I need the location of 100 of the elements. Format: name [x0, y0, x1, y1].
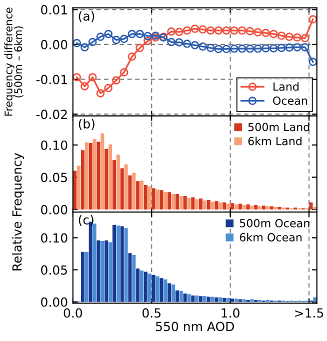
- bar: [222, 298, 226, 302]
- point: [293, 43, 302, 52]
- bar: [183, 294, 187, 302]
- point: [174, 38, 184, 47]
- point: [182, 26, 192, 35]
- bar: [226, 298, 230, 302]
- bar: [214, 297, 218, 302]
- bar: [187, 294, 191, 302]
- bar: [120, 168, 124, 210]
- point: [88, 73, 97, 82]
- bar: [179, 290, 183, 302]
- bar: [218, 202, 222, 210]
- bar: [214, 201, 218, 210]
- point: [230, 44, 238, 53]
- point: [174, 28, 184, 36]
- y-tick-label: 0.00: [41, 297, 68, 307]
- bar: [195, 199, 199, 210]
- bar: [195, 295, 199, 302]
- y-tick-label: 0.00: [41, 40, 68, 50]
- bar: [238, 299, 242, 302]
- bar: [168, 283, 172, 302]
- bar: [309, 202, 313, 210]
- bar: [164, 279, 168, 302]
- point: [254, 44, 262, 53]
- bar: [234, 204, 238, 210]
- bar: [242, 299, 246, 302]
- bar: [128, 175, 132, 210]
- bar: [140, 180, 144, 210]
- bar: [104, 240, 108, 302]
- bar: [124, 228, 128, 302]
- y-tick-label: 0.05: [41, 172, 67, 182]
- annotation: (a): [78, 11, 94, 22]
- annotation: (b): [78, 118, 94, 130]
- point: [308, 58, 317, 66]
- legend-label: Land: [274, 82, 299, 91]
- point: [214, 26, 223, 35]
- bar: [226, 204, 230, 210]
- bar: [116, 154, 120, 210]
- x-tick-label: 0.0: [64, 308, 82, 318]
- point: [136, 44, 144, 52]
- point: [144, 36, 152, 46]
- bar: [156, 276, 160, 302]
- bar: [96, 240, 100, 302]
- bar: [206, 296, 210, 302]
- legend-label: 6km Land: [248, 136, 302, 146]
- bar: [183, 196, 187, 210]
- bar: [270, 206, 274, 210]
- point: [293, 33, 302, 42]
- bar: [96, 142, 100, 210]
- point: [222, 44, 231, 54]
- point: [269, 44, 278, 52]
- point: [238, 44, 246, 53]
- bar: [80, 252, 85, 302]
- bar: [199, 198, 203, 210]
- y-axis-title: Frequency difference (500m – 6km): [4, 8, 24, 116]
- point: [230, 26, 238, 35]
- bar: [246, 204, 250, 210]
- point: [128, 30, 136, 38]
- bar: [206, 200, 210, 210]
- point: [104, 30, 112, 38]
- bar: [84, 252, 88, 302]
- bar: [100, 133, 104, 210]
- bar: [100, 240, 104, 302]
- bar: [274, 206, 278, 210]
- bar: [187, 198, 191, 210]
- point: [112, 36, 120, 44]
- x-tick-label: 1.0: [222, 308, 240, 318]
- x-axis-title: 550 nm AOD: [156, 322, 234, 332]
- point: [222, 26, 231, 35]
- point: [262, 28, 270, 38]
- point: [96, 32, 105, 41]
- point: [254, 28, 262, 36]
- bar: [140, 270, 144, 302]
- legend-label: 500m Ocean: [240, 218, 310, 228]
- y-tick-label: 0.01: [41, 5, 67, 15]
- point: [112, 76, 120, 85]
- bar: [108, 242, 112, 302]
- bar: [152, 188, 156, 210]
- point: [120, 34, 128, 44]
- point: [285, 43, 294, 52]
- point: [300, 34, 310, 42]
- bar: [124, 164, 128, 210]
- point: [96, 89, 105, 98]
- bar: [254, 205, 258, 210]
- point: [104, 84, 112, 92]
- bar: [148, 186, 152, 210]
- point: [167, 38, 176, 46]
- bar: [112, 160, 116, 210]
- point: [308, 15, 317, 24]
- point: [144, 32, 152, 40]
- y-axis-title: Relative Frequency: [12, 153, 24, 270]
- bar: [156, 190, 160, 210]
- bar: [230, 203, 234, 210]
- bar: [278, 206, 282, 210]
- bar: [266, 206, 270, 210]
- point: [269, 30, 278, 38]
- bar: [120, 226, 124, 302]
- y-tick-label: 0.05: [41, 265, 67, 275]
- bar: [242, 205, 246, 210]
- point: [285, 32, 294, 41]
